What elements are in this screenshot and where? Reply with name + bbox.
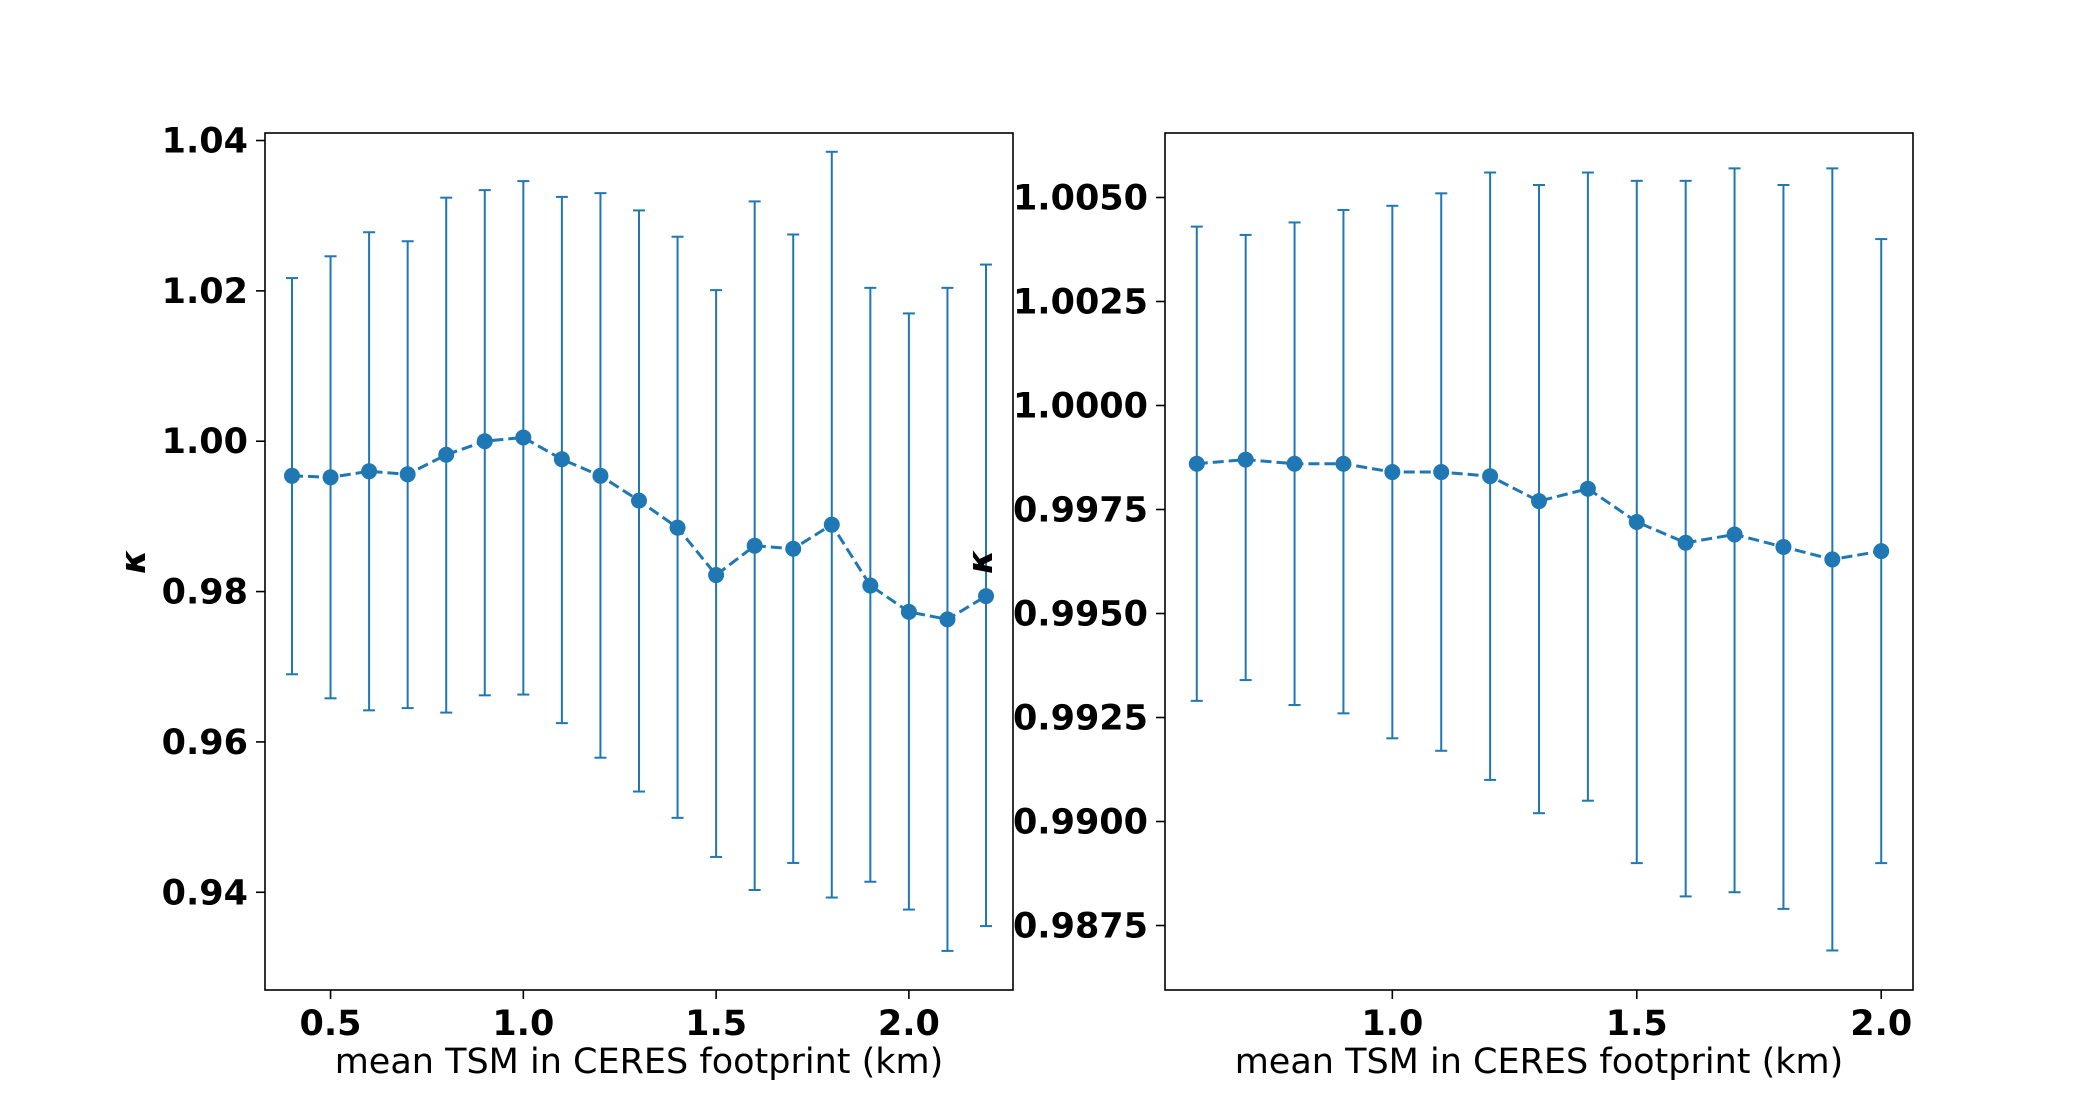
left-data-point bbox=[669, 519, 686, 536]
left-data-point bbox=[283, 467, 300, 484]
right-data-point bbox=[1237, 451, 1254, 468]
right-x-tick-label: 2.0 bbox=[1850, 1004, 1912, 1044]
left-y-tick-label: 1.00 bbox=[162, 422, 248, 462]
right-data-point bbox=[1531, 493, 1547, 510]
chart-left: 0.5 1.0 1.5 2.0 0.94 0.96 0.98 1.00 1.02 1.04 mean… bbox=[114, 122, 1014, 1082]
left-data-point bbox=[631, 492, 647, 509]
left-plot-frame bbox=[264, 132, 1014, 991]
right-series-line bbox=[1196, 458, 1882, 561]
left-data-point bbox=[978, 588, 995, 605]
left-y-tick-label: 0.96 bbox=[162, 723, 248, 763]
right-data-point bbox=[1824, 551, 1841, 568]
right-data-point bbox=[1677, 534, 1694, 551]
right-y-tick-label: 0.9900 bbox=[1013, 803, 1148, 843]
left-data-point bbox=[399, 466, 416, 483]
right-plot-frame bbox=[1164, 132, 1914, 991]
left-data-point bbox=[823, 516, 840, 533]
left-data-point bbox=[746, 537, 763, 554]
left-y-tick-label: 0.98 bbox=[162, 573, 248, 613]
right-data-point bbox=[1433, 464, 1450, 481]
left-x-tick-label: 1.0 bbox=[492, 1004, 554, 1044]
left-data-point bbox=[862, 577, 879, 594]
left-data-point bbox=[361, 463, 378, 480]
left-data-point bbox=[708, 567, 725, 584]
left-data-point bbox=[515, 429, 532, 446]
left-x-tick-label: 2.0 bbox=[878, 1004, 940, 1044]
left-data-point bbox=[553, 451, 570, 468]
left-data-point bbox=[592, 467, 609, 484]
right-data-point bbox=[1188, 455, 1205, 472]
chart-right: 1.0 1.5 2.0 0.9875 0.9900 0.9925 0.9950 0.9975 1… bbox=[961, 132, 1914, 1082]
right-y-tick-label: 1.0000 bbox=[1013, 386, 1148, 426]
left-data-point bbox=[900, 603, 917, 620]
left-data-point bbox=[939, 611, 956, 628]
right-data-point bbox=[1579, 480, 1596, 497]
left-y-tick-label: 0.94 bbox=[162, 873, 248, 913]
left-y-tick-label: 1.04 bbox=[162, 122, 248, 162]
right-data-point bbox=[1384, 464, 1401, 481]
left-x-axis-label: mean TSM in CERES footprint (km) bbox=[335, 1042, 944, 1082]
right-y-tick-label: 1.0050 bbox=[1013, 178, 1148, 218]
right-y-tick-label: 1.0025 bbox=[1013, 282, 1148, 322]
right-data-point bbox=[1726, 526, 1743, 543]
left-y-tick-label: 1.02 bbox=[162, 272, 248, 312]
left-data-point bbox=[322, 469, 339, 486]
right-x-tick-label: 1.5 bbox=[1606, 1004, 1668, 1044]
right-y-tick-label: 0.9925 bbox=[1013, 699, 1148, 739]
right-data-point bbox=[1775, 538, 1792, 555]
right-y-tick-label: 0.9950 bbox=[1013, 595, 1148, 635]
right-x-axis-label: mean TSM in CERES footprint (km) bbox=[1235, 1042, 1844, 1082]
left-x-tick-label: 1.5 bbox=[685, 1004, 747, 1044]
right-data-point bbox=[1628, 513, 1645, 530]
left-data-point bbox=[438, 446, 455, 463]
left-y-axis-label: κ bbox=[114, 549, 154, 574]
right-y-axis-label: κ bbox=[961, 549, 1001, 574]
left-x-tick-label: 0.5 bbox=[300, 1004, 362, 1044]
right-y-tick-label: 0.9975 bbox=[1013, 490, 1148, 530]
right-data-point bbox=[1482, 468, 1499, 485]
left-data-point bbox=[476, 433, 493, 450]
left-data-point bbox=[785, 540, 802, 557]
right-data-point bbox=[1873, 543, 1890, 560]
right-data-point bbox=[1335, 455, 1352, 472]
right-x-tick-label: 1.0 bbox=[1361, 1004, 1423, 1044]
right-data-point bbox=[1286, 455, 1303, 472]
right-y-tick-label: 0.9875 bbox=[1013, 907, 1148, 947]
